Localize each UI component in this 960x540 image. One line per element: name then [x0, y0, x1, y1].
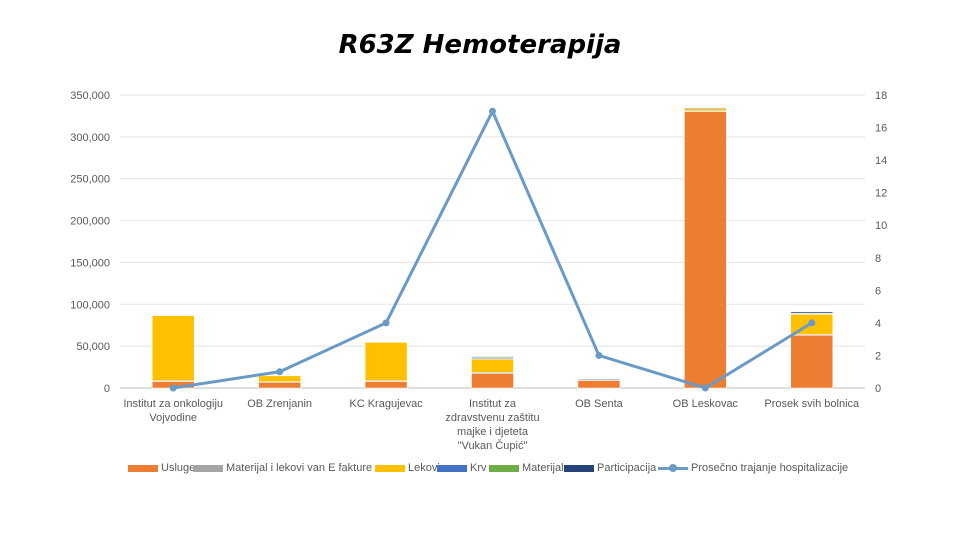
legend-item: Usluge	[128, 462, 195, 474]
bar-segment	[684, 111, 727, 389]
legend-label: Materijal i lekovi van E fakture	[226, 462, 373, 474]
y-right-tick-label: 16	[875, 123, 887, 135]
category-label: OB Leskovac	[673, 398, 739, 410]
legend-swatch	[437, 464, 467, 472]
bar-segment	[790, 311, 834, 314]
y-right-tick-label: 2	[875, 350, 881, 362]
legend-item: Krv	[437, 462, 487, 474]
y-right-tick-label: 8	[875, 253, 881, 265]
bar-segment	[684, 107, 727, 110]
y-left-tick-label: 50,000	[76, 341, 110, 353]
line-point	[595, 351, 603, 359]
bar-segment	[577, 380, 621, 389]
y-left-tick-label: 300,000	[70, 132, 110, 144]
legend-swatch	[375, 464, 405, 472]
y-right-tick-label: 12	[875, 188, 887, 200]
y-left-tick-label: 350,000	[70, 90, 110, 102]
legend: Usluge Materijal i lekovi van E fakture Le…	[0, 462, 960, 480]
bar-segment	[364, 381, 408, 389]
category-label: OB Zrenjanin	[247, 398, 312, 410]
line-point	[276, 368, 284, 376]
legend-swatch	[193, 464, 223, 472]
y-left-tick-label: 250,000	[70, 174, 110, 186]
line-point	[701, 384, 709, 392]
line-point	[382, 319, 390, 327]
legend-item: Materijal	[489, 462, 564, 474]
legend-label: Krv	[470, 462, 487, 474]
y-right-tick-label: 4	[875, 318, 881, 330]
legend-line-swatch	[658, 464, 688, 472]
bar-segment	[471, 356, 514, 358]
bar-segment	[151, 315, 195, 382]
legend-item: Participacija	[564, 462, 656, 474]
y-left-tick-label: 150,000	[70, 257, 110, 269]
legend-swatch	[564, 464, 594, 472]
y-left-tick-label: 200,000	[70, 216, 110, 228]
bar-segment	[258, 375, 301, 382]
legend-label: Prosečno trajanje hospitalizacije	[691, 462, 849, 474]
legend-item: Prosečno trajanje hospitalizacije	[658, 462, 848, 474]
legend-swatch	[489, 464, 519, 472]
legend-swatch	[128, 464, 158, 472]
category-label: Institut za onkologiju Vojvodine	[123, 398, 223, 424]
y-left-tick-label: 100,000	[70, 299, 110, 311]
chart-title: R63Z Hemoterapija	[338, 30, 622, 60]
y-right-tick-label: 10	[875, 220, 887, 232]
bar-segment	[790, 335, 834, 389]
y-right-tick-label: 6	[875, 285, 881, 297]
category-label: Prosek svih bolnica	[764, 398, 860, 410]
y-axis-right: 0 2 4 6 8 10 12 14 16 18	[875, 90, 887, 395]
category-label: OB Senta	[575, 398, 624, 410]
line-point	[169, 384, 177, 392]
legend-label: Lekovi	[408, 462, 440, 474]
line-point	[808, 319, 816, 327]
legend-label: Usluge	[161, 462, 196, 474]
x-axis-categories: Institut za onkologiju Vojvodine OB Zrenja…	[123, 398, 860, 452]
legend-label: Participacija	[597, 462, 657, 474]
legend-label: Materijal	[522, 462, 564, 474]
legend-item: Lekovi	[375, 462, 440, 474]
bar-segment	[471, 373, 514, 389]
category-label: Institut za zdravstvenu zaštitu majke i dj…	[445, 398, 539, 452]
y-right-tick-label: 0	[875, 383, 881, 395]
y-right-tick-label: 14	[875, 155, 887, 167]
y-axis-left: 0 50,000 100,000 150,000 200,000 250,000 300,0…	[70, 90, 110, 395]
gridlines	[120, 94, 865, 389]
line-point	[489, 107, 496, 115]
bar-segment	[471, 358, 514, 373]
y-left-tick-label: 0	[104, 383, 110, 395]
legend-item: Materijal i lekovi van E fakture	[193, 462, 372, 474]
line-series	[169, 107, 816, 392]
y-right-tick-label: 18	[875, 90, 887, 102]
bar-segment	[577, 378, 621, 381]
category-label: KC Kragujevac	[349, 398, 423, 410]
bar-segment	[258, 381, 301, 389]
bar-segment	[364, 342, 408, 382]
